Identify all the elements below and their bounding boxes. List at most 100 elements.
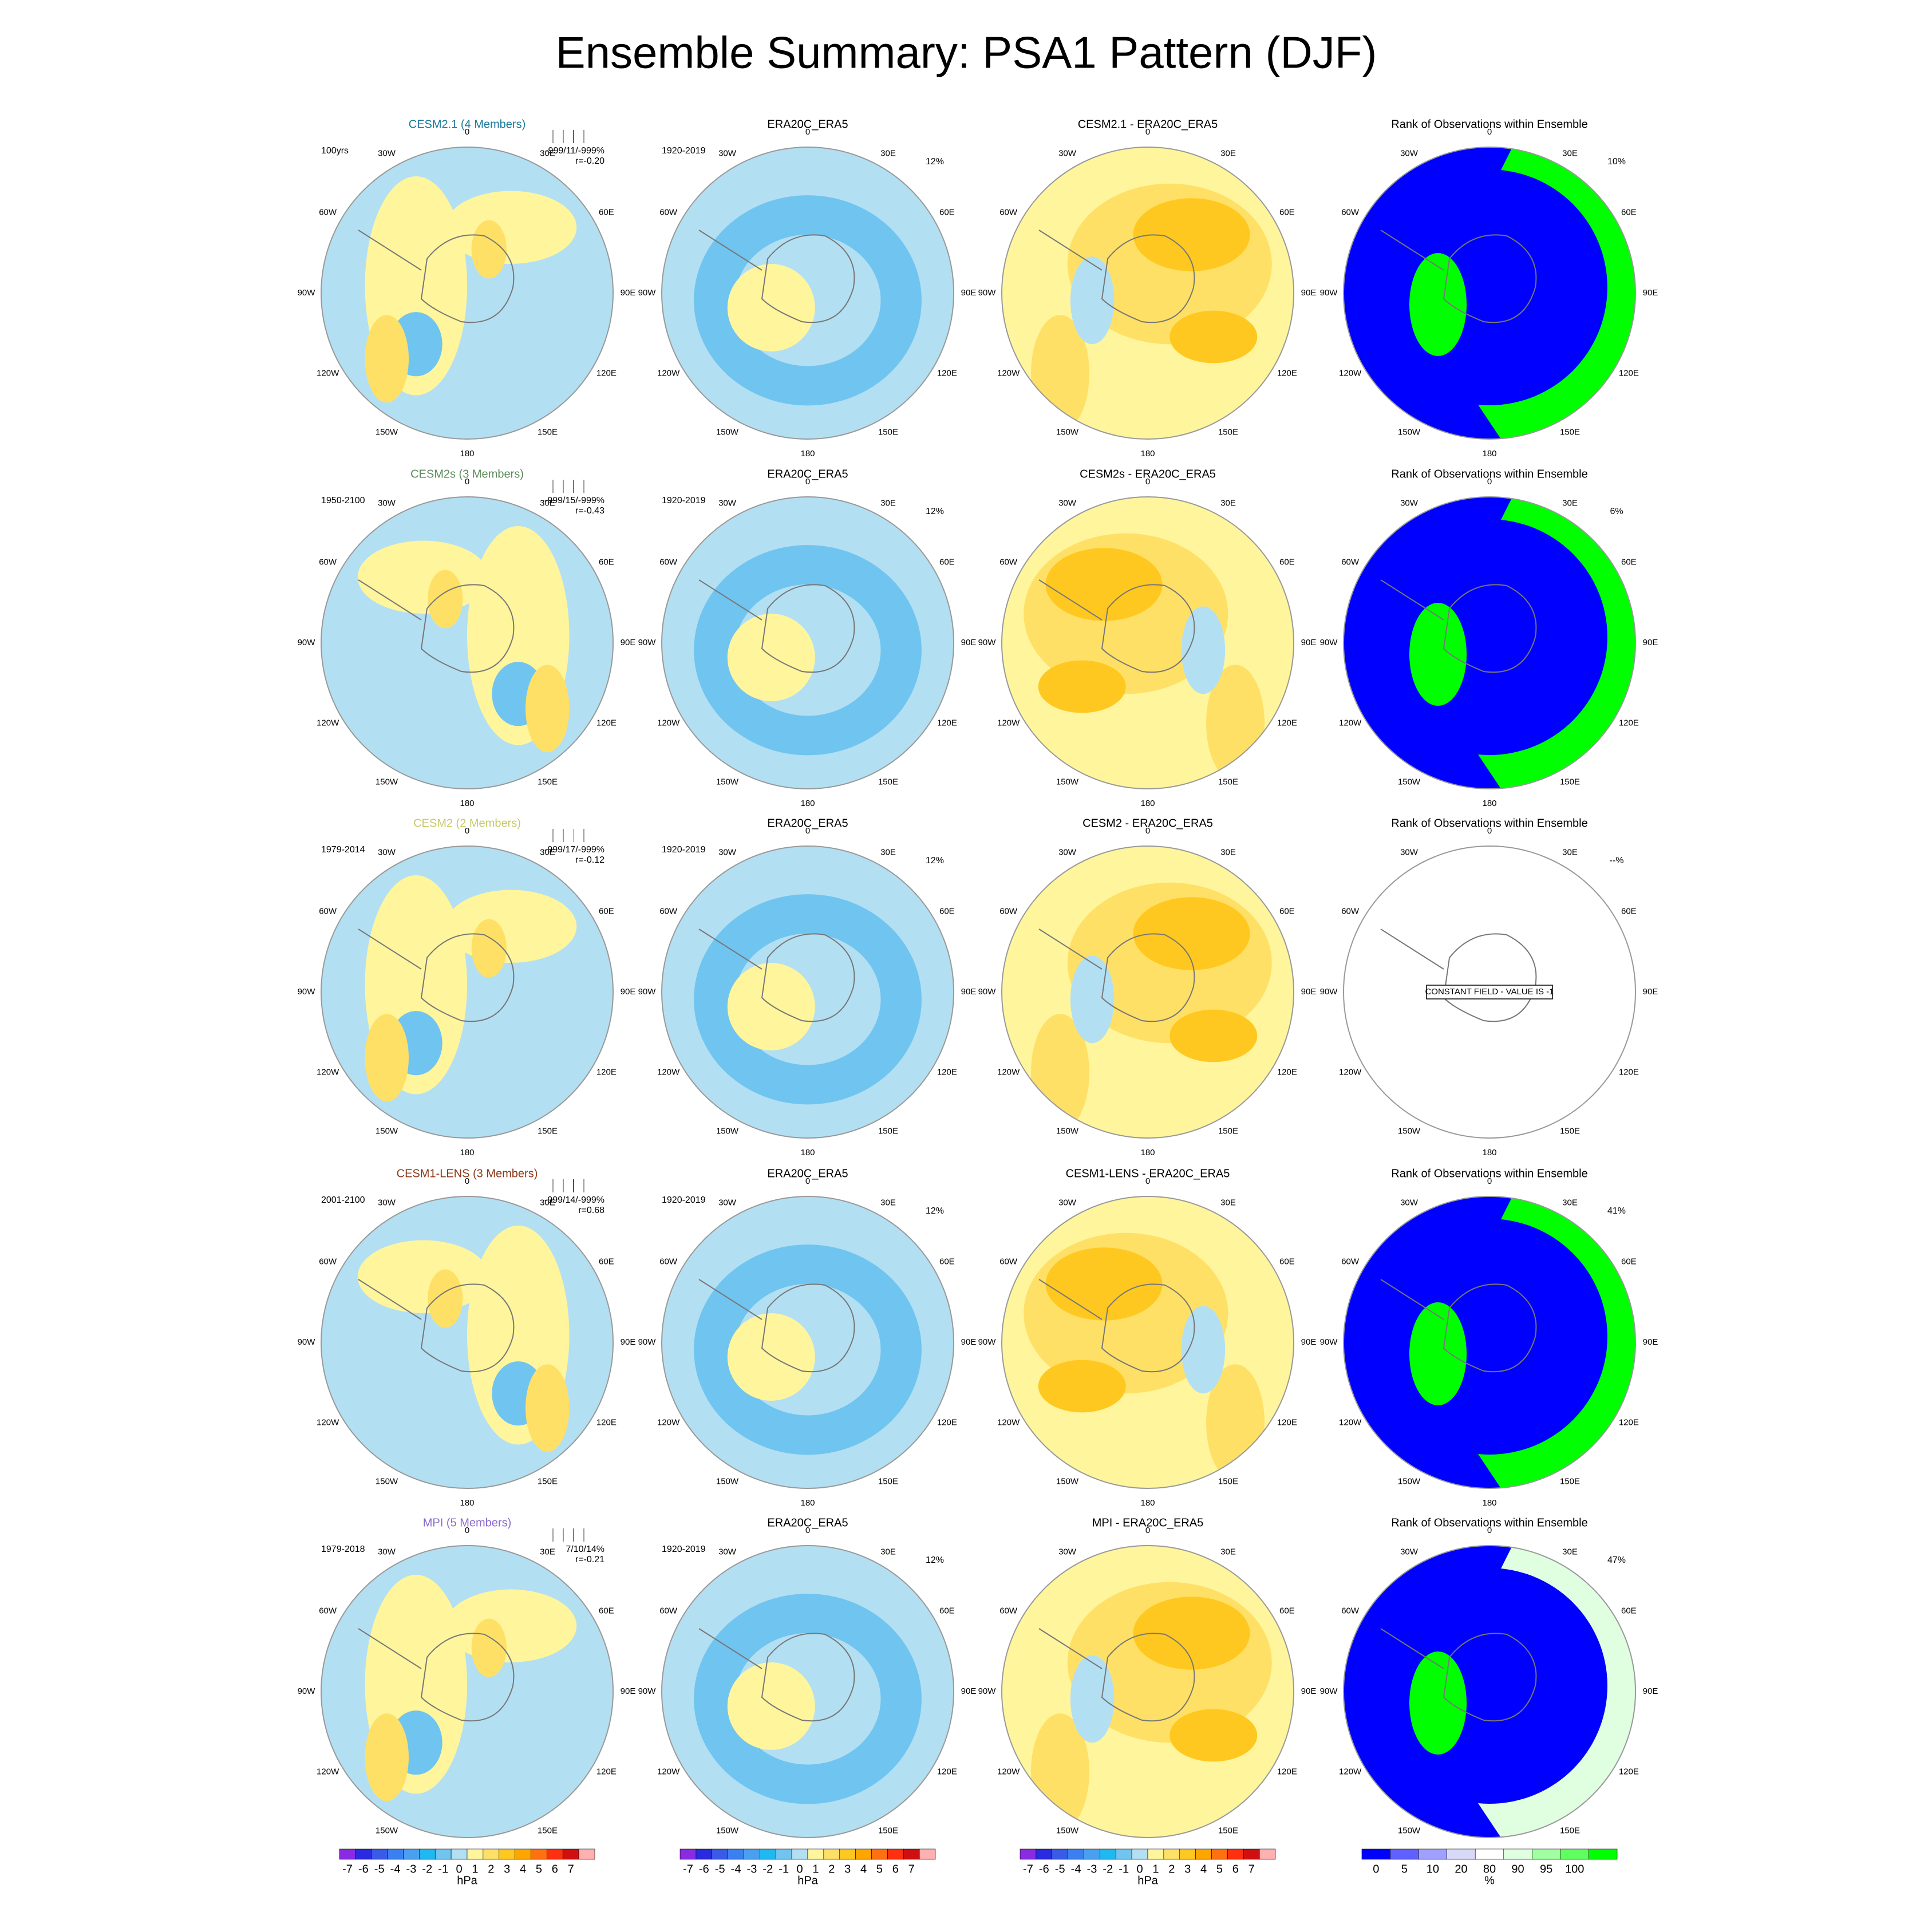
lon-label: 150W — [1398, 777, 1421, 787]
lon-label: 0 — [1487, 127, 1492, 137]
lon-label: 120E — [937, 1067, 957, 1077]
lon-label: 120W — [657, 718, 680, 728]
correlation-label: r=-0.12 — [575, 855, 605, 865]
colorbar-label: 7 — [1249, 1863, 1255, 1875]
contour-region — [727, 614, 815, 701]
colorbar-box — [1259, 1848, 1276, 1860]
lon-label: 30W — [1400, 149, 1419, 159]
lon-label: 150E — [538, 777, 558, 787]
lon-label: 150W — [376, 1826, 398, 1835]
colorbar-box — [355, 1848, 372, 1860]
lon-label: 150E — [878, 1126, 898, 1136]
coastline — [358, 579, 515, 673]
map-fill — [1344, 1546, 1635, 1838]
lon-label: 120W — [997, 1417, 1020, 1427]
map-border — [321, 846, 614, 1139]
map-fill — [1344, 1196, 1635, 1488]
contour-region — [471, 220, 507, 279]
lon-label: 60E — [599, 557, 614, 567]
lon-label: 150E — [1560, 1476, 1580, 1486]
colorbar-box — [1560, 1848, 1589, 1860]
panel: 0 30E 60E 90E 120E 150E 180 150W 120W 90W 60W 30W CE… — [978, 468, 1317, 808]
contour-region — [1181, 1306, 1226, 1394]
lon-label: 30E — [880, 848, 896, 858]
colorbar-box — [760, 1848, 776, 1860]
lon-label: 30E — [880, 499, 896, 508]
lon-label: 90W — [978, 288, 997, 298]
stats-label: -999/14/-999% — [544, 1195, 605, 1205]
lon-label: 30W — [378, 1198, 396, 1208]
pct-label: 12% — [926, 1206, 944, 1216]
colorbar-box — [1447, 1848, 1476, 1860]
lon-label: 30W — [718, 1547, 737, 1557]
lon-label: 30E — [540, 149, 555, 159]
colorbar-box — [1589, 1848, 1618, 1860]
colorbar-label: 95 — [1540, 1863, 1552, 1875]
lon-label: 60E — [1621, 557, 1637, 567]
lon-label: 90E — [961, 1337, 977, 1347]
colorbar-box — [823, 1848, 840, 1860]
lon-label: 30E — [880, 149, 896, 159]
period-label: 1920-2019 — [662, 146, 706, 156]
colorbar-box — [1211, 1848, 1228, 1860]
lon-label: 120W — [997, 1067, 1020, 1077]
lon-label: 150W — [716, 1476, 739, 1486]
colorbar-box — [728, 1848, 744, 1860]
lon-label: 150W — [1398, 1826, 1421, 1835]
lon-label: 30E — [540, 1198, 555, 1208]
lon-label: 30E — [1220, 149, 1236, 159]
lon-label: 30E — [540, 499, 555, 508]
pct-label: 12% — [926, 157, 944, 167]
colorbar-label: 2 — [828, 1863, 835, 1875]
lon-label: 30W — [1058, 1198, 1077, 1208]
lon-label: 120W — [997, 368, 1020, 378]
lon-label: 60E — [1621, 906, 1637, 916]
lon-label: 180 — [1482, 1498, 1496, 1508]
map-fill — [321, 497, 613, 789]
colorbar-box — [451, 1848, 468, 1860]
lon-label: 120E — [937, 718, 957, 728]
panel: 0 30E 60E 90E 120E 150E 180 150W 120W 90W 60W 30W CE… — [298, 118, 636, 459]
correlation-label: r=-0.43 — [575, 506, 605, 516]
colorbar-box — [696, 1848, 713, 1860]
rank-region — [1409, 1302, 1467, 1405]
lon-label: 60E — [1279, 906, 1295, 916]
lon-label: 30E — [1220, 1547, 1236, 1557]
panel-title: CESM2s (3 Members) — [410, 468, 524, 480]
contour-region — [445, 191, 577, 264]
contour-region — [727, 1313, 815, 1401]
map-border — [661, 1545, 954, 1838]
rank-region — [1409, 603, 1467, 706]
lon-label: 120W — [317, 718, 339, 728]
panel: 0 30E 60E 90E 120E 150E 180 150W 120W 90W 60W 30W CE… — [978, 1167, 1317, 1508]
lon-label: 150E — [538, 1476, 558, 1486]
panel-title: Rank of Observations within Ensemble — [1391, 817, 1588, 829]
lon-label: 90E — [1301, 638, 1317, 647]
contour-region — [471, 1618, 507, 1677]
lon-label: 120E — [1277, 368, 1297, 378]
lon-label: 120E — [1277, 1417, 1297, 1427]
stats-label: -999/15/-999% — [544, 496, 605, 505]
rank-region — [1409, 1652, 1467, 1755]
map-border — [661, 1196, 954, 1489]
lon-label: 30W — [378, 149, 396, 159]
lon-label: 150W — [716, 1826, 739, 1835]
rank-band — [1478, 1196, 1635, 1488]
lon-label: 120W — [997, 718, 1020, 728]
lon-label: 120W — [1339, 1767, 1362, 1776]
map-border — [1343, 496, 1636, 789]
colorbar-box — [1361, 1848, 1390, 1860]
pct-label: 6% — [1610, 507, 1623, 516]
colorbar-box — [434, 1848, 452, 1860]
map-border — [321, 496, 614, 789]
lon-label: 60E — [599, 207, 614, 217]
lon-label: 60W — [1341, 906, 1360, 916]
map-border — [321, 147, 614, 440]
lon-label: 60W — [999, 207, 1018, 217]
lon-label: 60E — [1621, 1257, 1637, 1266]
lon-label: 180 — [1140, 449, 1155, 459]
panel: 0 30E 60E 90E 120E 150E 180 150W 120W 90W 60W 30W ER… — [638, 118, 977, 459]
panel-title: ERA20C_ERA5 — [767, 468, 848, 480]
lon-label: 60W — [659, 557, 678, 567]
pct-label: 12% — [926, 1555, 944, 1565]
